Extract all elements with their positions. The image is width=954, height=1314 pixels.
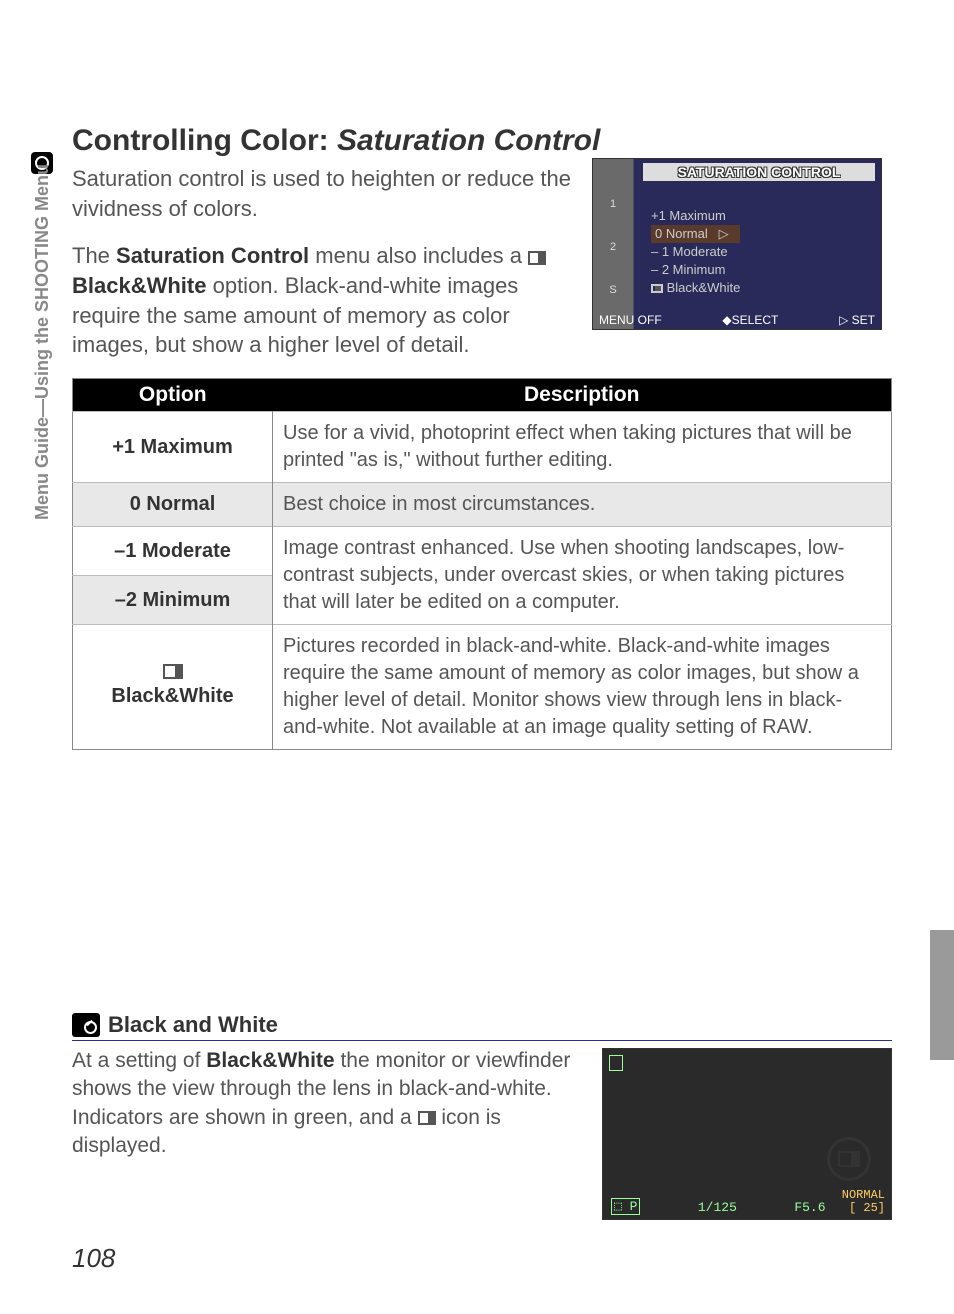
page-title: Controlling Color: Saturation Control xyxy=(72,124,892,158)
bw-row-icon xyxy=(163,664,183,679)
page-number: 108 xyxy=(72,1243,115,1274)
ss2-pm: ⬚ P xyxy=(611,1198,640,1215)
row-0-label: +1 Maximum xyxy=(73,412,273,483)
ss2-aperture: F5.6 xyxy=(794,1200,825,1215)
side-tab xyxy=(930,930,954,1060)
nt-pre: At a setting of xyxy=(72,1049,206,1072)
ss1-items: +1 Maximum 0 Normal ▷ – 1 Moderate – 2 M… xyxy=(651,207,740,297)
p2-pre: The xyxy=(72,243,116,268)
ss2-count: [ 25] xyxy=(842,1202,885,1215)
ss2-normal: NORMAL xyxy=(842,1189,885,1202)
ss1-header: SATURATION CONTROL xyxy=(643,163,875,181)
ss2-bw-indicator-icon xyxy=(827,1137,871,1181)
row-23-desc: Image contrast enhanced. Use when shooti… xyxy=(273,527,892,625)
p2-strong1: Saturation Control xyxy=(116,243,309,268)
ss1-f-left: MENU OFF xyxy=(599,313,662,327)
row-4-label: Black&White xyxy=(73,625,273,750)
ss1-item-0: +1 Maximum xyxy=(651,207,740,225)
options-table: Option Description +1 Maximum Use for a … xyxy=(72,378,892,750)
nt-bw-icon xyxy=(418,1111,436,1125)
ss1-item-3: – 2 Minimum xyxy=(651,261,740,279)
ss1-item-1-text: 0 Normal xyxy=(655,226,708,241)
row-2-label: –1 Moderate xyxy=(73,527,273,576)
note-text: At a setting of Black&White the monitor … xyxy=(72,1047,582,1160)
ss1-f-right: ▷ SET xyxy=(839,313,875,327)
note-title: Black and White xyxy=(108,1012,278,1038)
ss1-item-4-text: Black&White xyxy=(667,280,741,295)
ss1-item-2: – 1 Moderate xyxy=(651,243,740,261)
note-section: Black and White At a setting of Black&Wh… xyxy=(72,1012,892,1160)
row-4-label-text: Black&White xyxy=(111,685,233,707)
ss1-footer: MENU OFF ◆SELECT ▷ SET xyxy=(599,313,875,327)
ss2-top-icon xyxy=(609,1055,623,1071)
lc1: 2 xyxy=(610,241,616,253)
ss2-rightstack: NORMAL [ 25] xyxy=(842,1189,885,1215)
intro-text: Saturation control is used to heighten o… xyxy=(72,164,572,223)
row-0-desc: Use for a vivid, photoprint effect when … xyxy=(273,412,892,483)
th-option: Option xyxy=(73,379,273,412)
p2-strong2: Black&White xyxy=(72,273,206,298)
title-plain: Controlling Color: xyxy=(72,124,337,157)
note-header: Black and White xyxy=(72,1012,892,1041)
ss1-item-1: 0 Normal ▷ xyxy=(651,225,740,243)
bw-inline-icon xyxy=(528,251,546,265)
lc0: 1 xyxy=(610,198,616,210)
ss1-bw-icon xyxy=(651,284,663,293)
camera-menu-screenshot: SATURATION CONTROL 1 2 S +1 Maximum 0 No… xyxy=(592,158,882,330)
row-1-desc: Best choice in most circumstances. xyxy=(273,483,892,527)
th-desc: Description xyxy=(273,379,892,412)
ss1-item-4: Black&White xyxy=(651,279,740,297)
p2-mid: menu also includes a xyxy=(309,243,528,268)
para2: The Saturation Control menu also include… xyxy=(72,241,572,360)
ss1-f-mid: ◆SELECT xyxy=(722,313,778,327)
lc2: S xyxy=(609,284,616,296)
note-badge-icon xyxy=(72,1013,100,1037)
side-label: Menu Guide—Using the SHOOTING Menu xyxy=(32,164,53,520)
row-4-desc: Pictures recorded in black-and-white. Bl… xyxy=(273,625,892,750)
row-1-label: 0 Normal xyxy=(73,483,273,527)
nt-strong: Black&White xyxy=(206,1049,334,1072)
title-italic: Saturation Control xyxy=(337,124,600,157)
ss2-shutter: 1/125 xyxy=(698,1200,737,1215)
row-3-label: –2 Minimum xyxy=(73,576,273,625)
side-label-container: Menu Guide—Using the SHOOTING Menu xyxy=(32,164,56,684)
viewfinder-screenshot: ⬚ P 1/125 F5.6 NORMAL [ 25] xyxy=(602,1048,892,1220)
ss1-leftcol: 1 2 S xyxy=(595,183,631,311)
